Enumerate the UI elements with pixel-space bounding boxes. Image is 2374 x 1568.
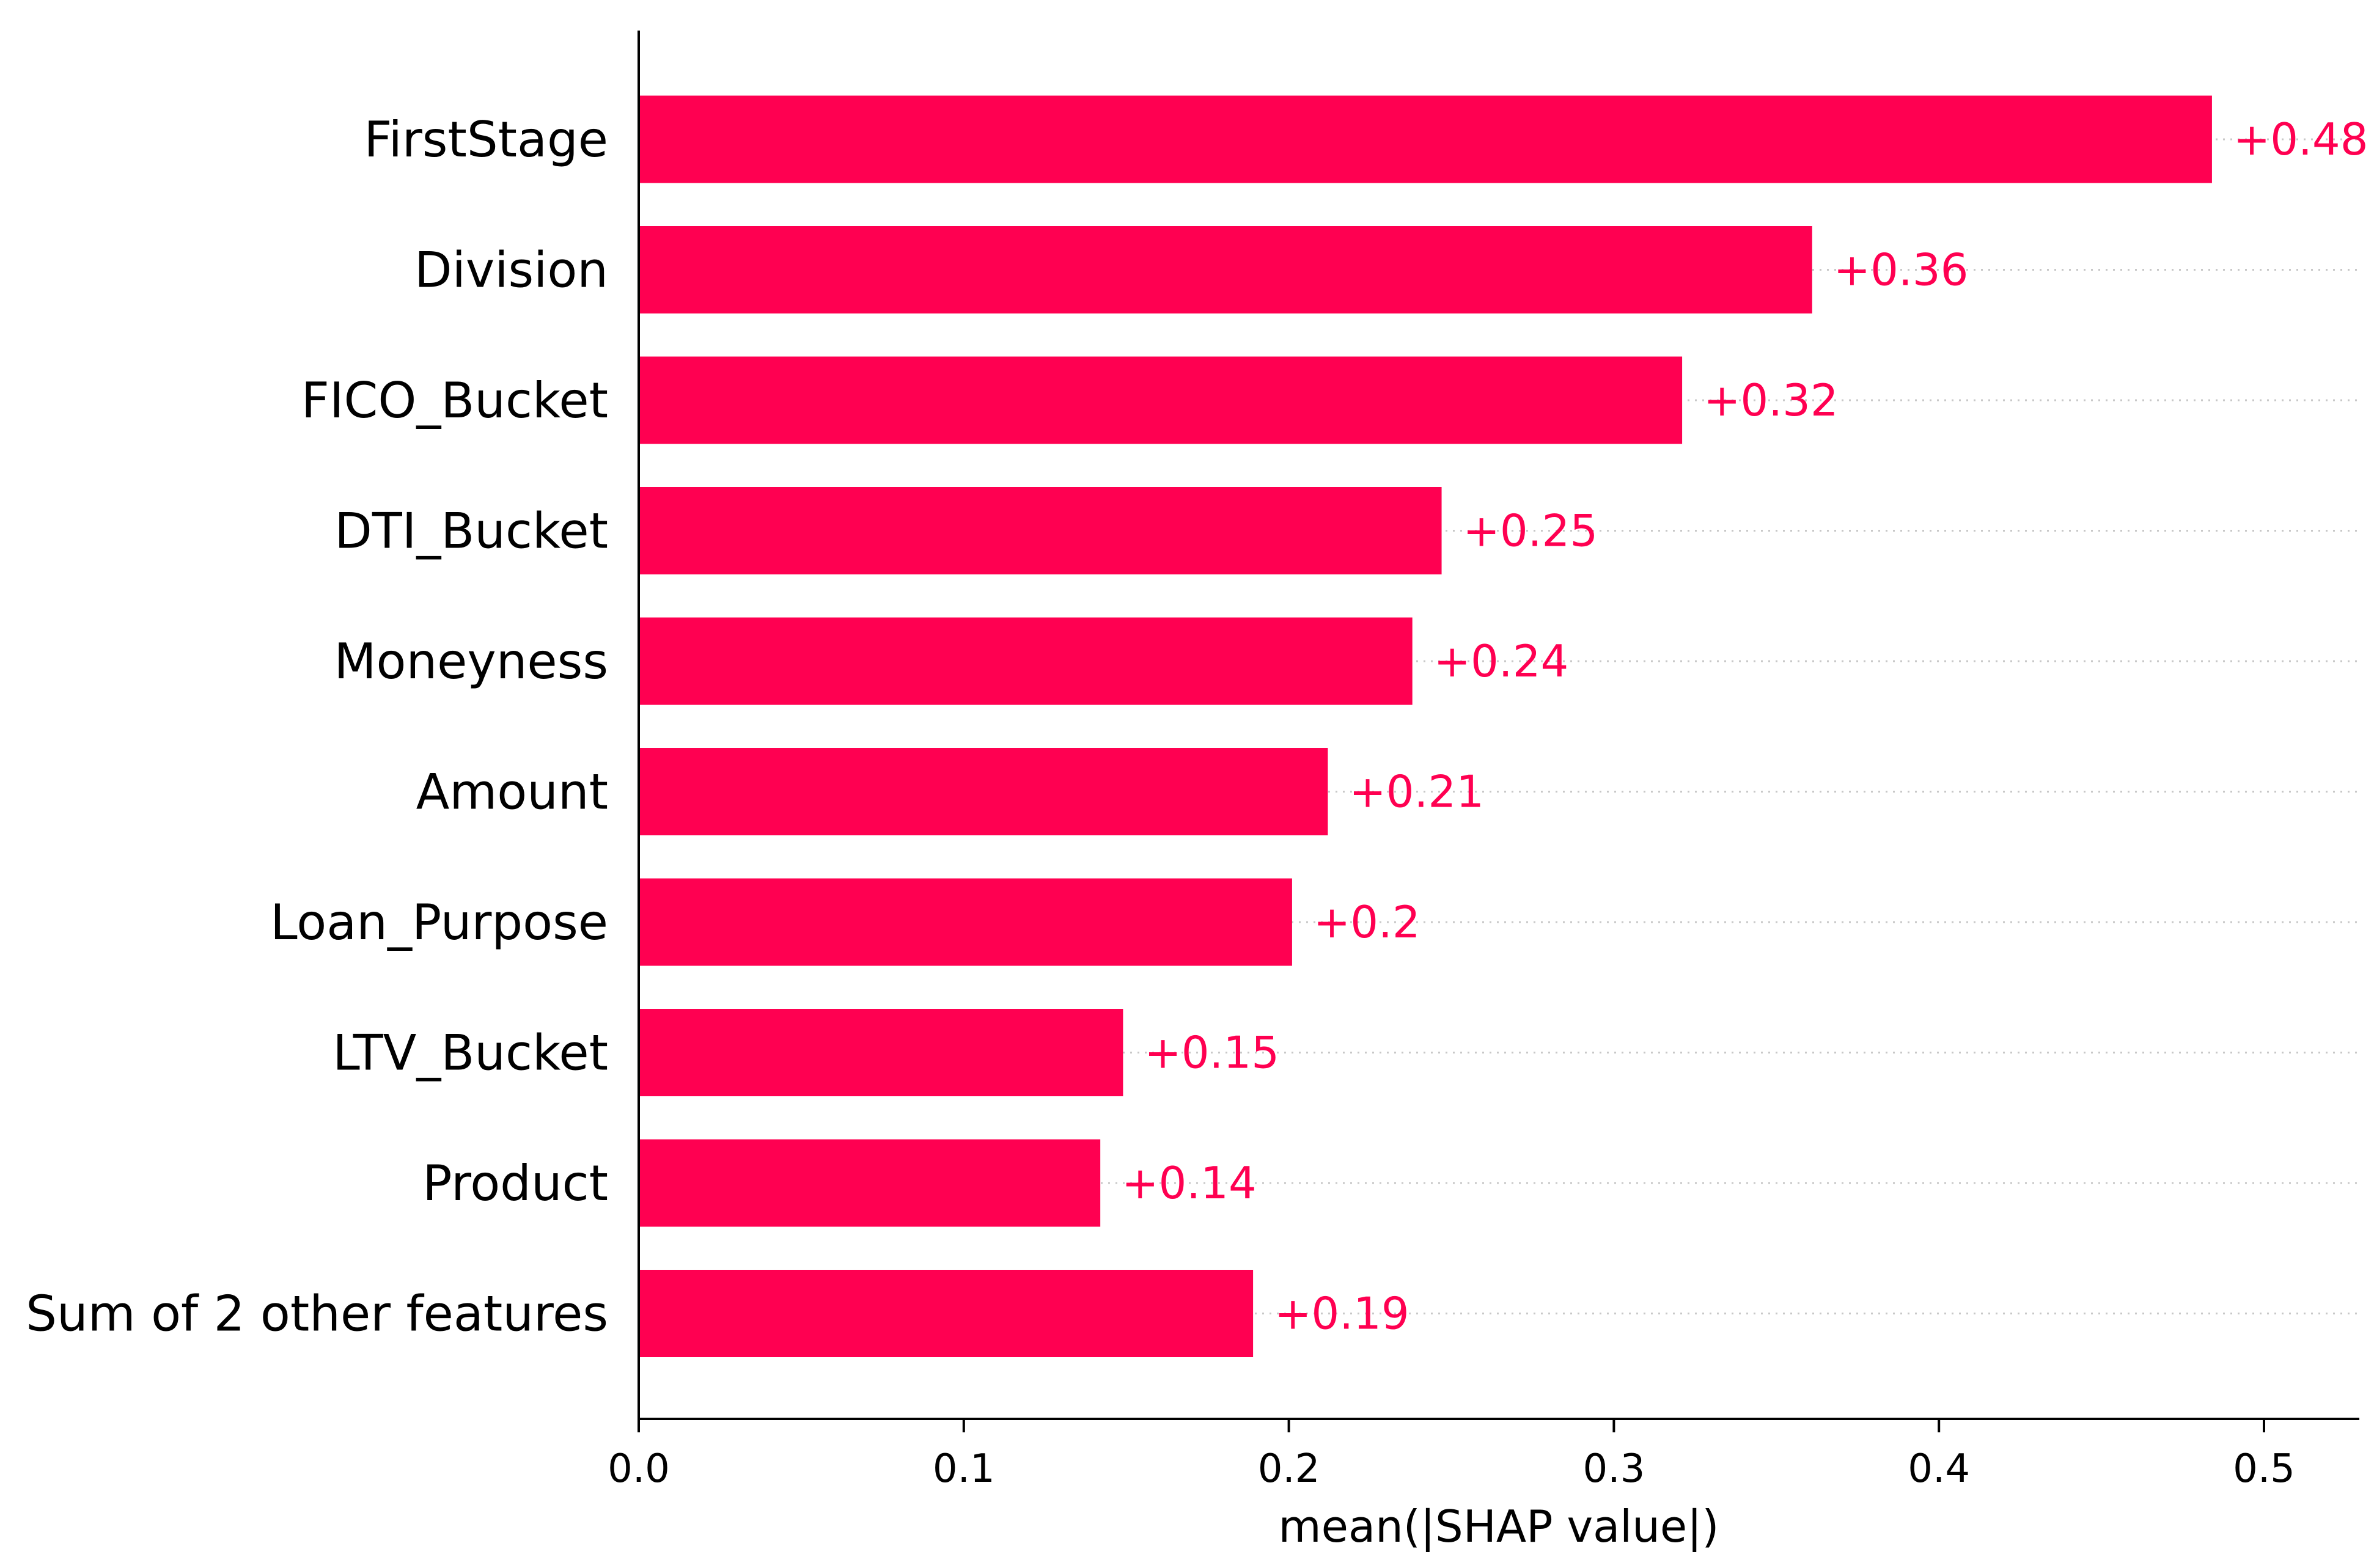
value-label: +0.2: [1314, 896, 1420, 948]
value-label: +0.32: [1703, 375, 1839, 426]
feature-label: Moneyness: [334, 633, 608, 690]
feature-label: Sum of 2 other features: [26, 1286, 608, 1343]
feature-label: Loan_Purpose: [270, 894, 608, 951]
bar-moneyness: [639, 617, 1413, 705]
value-label: +0.21: [1349, 766, 1484, 818]
bar-ltv-bucket: [639, 1009, 1123, 1096]
feature-label: Division: [414, 242, 608, 299]
value-label: +0.19: [1274, 1288, 1409, 1339]
bar-fico-bucket: [639, 356, 1683, 444]
bar-loan-purpose: [639, 878, 1292, 966]
value-label: +0.15: [1144, 1027, 1279, 1079]
x-tick-label: 0.1: [933, 1446, 995, 1492]
feature-label: Product: [422, 1155, 608, 1212]
feature-labels: FirstStage Division FICO_Bucket DTI_Bucket M…: [26, 111, 608, 1343]
x-axis-ticks: 0.0 0.1 0.2 0.3 0.4 0.5: [608, 1419, 2295, 1492]
x-axis-title: mean(|SHAP value|): [1279, 1501, 1719, 1553]
feature-label: Amount: [416, 764, 608, 821]
value-labels: +0.48 +0.36 +0.32 +0.25 +0.24 +0.21 +0.2 +0.15 +…: [1122, 114, 2368, 1339]
feature-label: DTI_Bucket: [334, 503, 608, 560]
bar-division: [639, 226, 1812, 313]
x-tick-label: 0.3: [1583, 1446, 1645, 1492]
value-label: +0.25: [1463, 505, 1598, 557]
value-label: +0.36: [1834, 244, 1969, 296]
feature-label: LTV_Bucket: [333, 1025, 608, 1082]
guide-lines: [639, 138, 2359, 1314]
bar-product: [639, 1139, 1101, 1227]
bar-amount: [639, 748, 1328, 835]
bar-sum-of-2-other-features: [639, 1270, 1254, 1357]
x-tick-label: 0.4: [1908, 1446, 1970, 1492]
bar-dti-bucket: [639, 487, 1442, 574]
value-label: +0.14: [1122, 1157, 1257, 1209]
feature-label: FICO_Bucket: [301, 372, 608, 429]
x-tick-label: 0.2: [1258, 1446, 1320, 1492]
bars-group: [639, 95, 2212, 1357]
bar-firststage: [639, 95, 2212, 183]
x-tick-label: 0.5: [2233, 1446, 2295, 1492]
value-label: +0.24: [1434, 636, 1569, 687]
feature-label: FirstStage: [364, 111, 608, 168]
value-label: +0.48: [2233, 114, 2368, 165]
x-tick-label: 0.0: [608, 1446, 670, 1492]
